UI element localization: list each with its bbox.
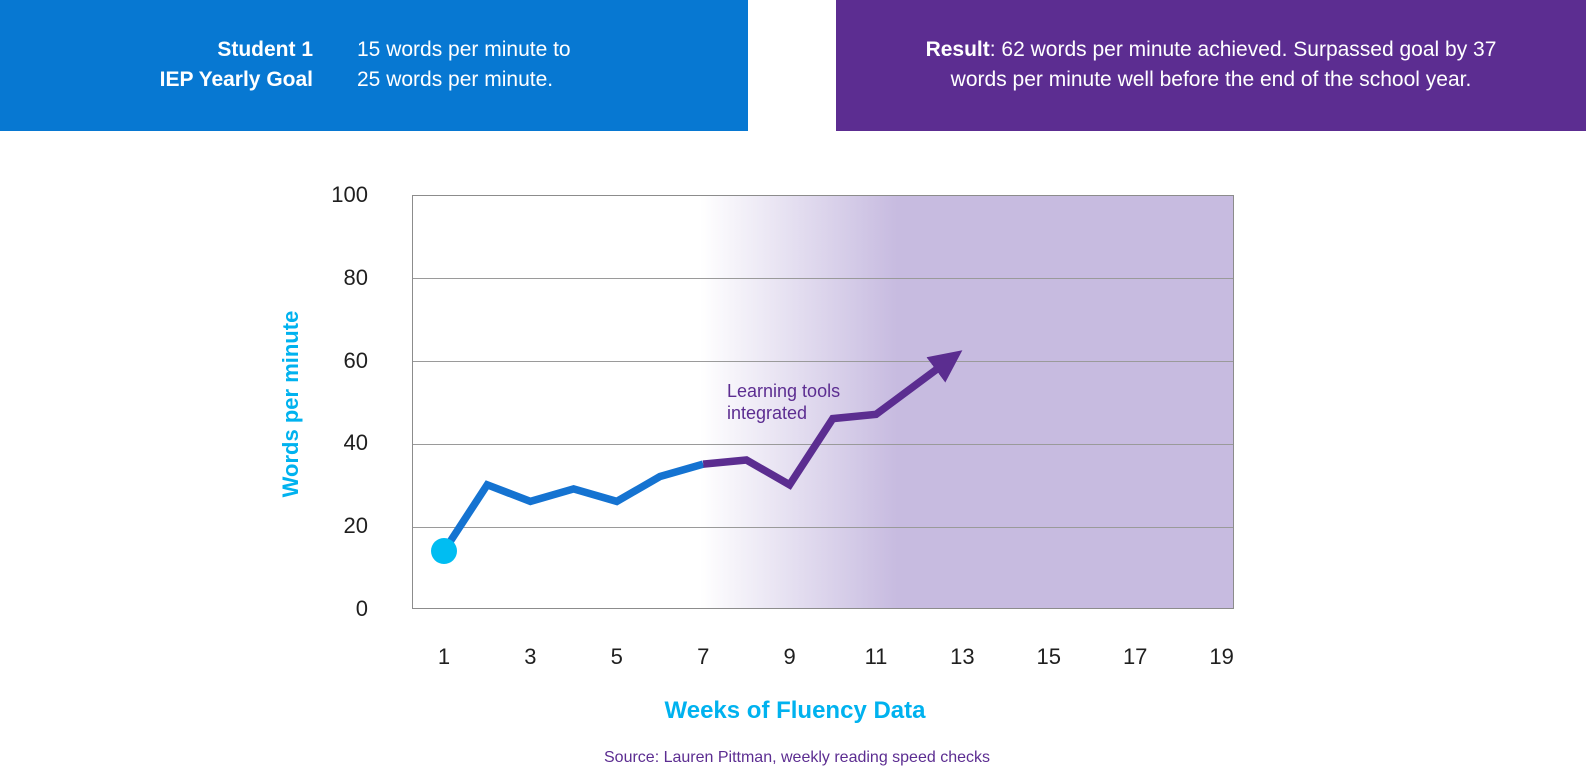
gridline-20 <box>413 526 1233 528</box>
x-tick-11: 11 <box>864 644 888 669</box>
x-tick-13: 13 <box>950 644 975 669</box>
gridline-40 <box>413 443 1233 445</box>
x-tick-1: 1 <box>437 644 451 669</box>
y-axis-label: Words per minute <box>278 310 303 498</box>
result-label: Result <box>925 38 990 61</box>
result-text: Result: 62 words per minute achieved. Su… <box>856 35 1566 95</box>
y-tick-20: 20 <box>343 513 368 539</box>
x-tick-15: 15 <box>1036 644 1062 669</box>
iep-goal-text-line1: 15 words per minute to <box>357 38 571 61</box>
y-tick-100: 100 <box>331 182 368 207</box>
y-tick-80: 80 <box>343 264 368 290</box>
gridline-80 <box>413 278 1233 280</box>
x-axis-label: Weeks of Fluency Data <box>664 697 926 724</box>
iep-goal-title-line2: IEP Yearly Goal <box>159 68 313 91</box>
result-text-line2: words per minute well before the end of … <box>950 68 1472 91</box>
y-tick-0: 0 <box>355 596 368 621</box>
result-banner: Result: 62 words per minute achieved. Su… <box>836 0 1586 131</box>
iep-goal-title: Student 1 IEP Yearly Goal <box>0 35 313 95</box>
x-tick-3: 3 <box>524 644 537 669</box>
iep-goal-text: 15 words per minute to 25 words per minu… <box>357 35 717 95</box>
source-text: Source: Lauren Pittman, weekly reading s… <box>604 749 990 766</box>
iep-goal-title-line1: Student 1 <box>217 38 313 61</box>
x-tick-17: 17 <box>1122 644 1148 669</box>
x-tick-9: 9 <box>783 644 796 669</box>
gridline-60 <box>413 361 1233 363</box>
x-tick-19: 19 <box>1209 644 1234 669</box>
iep-goal-text-line2: 25 words per minute. <box>357 68 554 91</box>
x-tick-7: 7 <box>697 644 710 669</box>
result-text-line1: Result: 62 words per minute achieved. Su… <box>856 35 1566 65</box>
result-line1-rest: : 62 words per minute achieved. Surpasse… <box>989 38 1497 61</box>
learning-tools-annotation: Learning tools integrated <box>727 381 841 423</box>
y-tick-60: 60 <box>343 347 368 373</box>
iep-goal-banner: Student 1 IEP Yearly Goal 15 words per m… <box>0 0 748 131</box>
x-tick-5: 5 <box>610 644 623 669</box>
y-tick-40: 40 <box>343 430 368 456</box>
